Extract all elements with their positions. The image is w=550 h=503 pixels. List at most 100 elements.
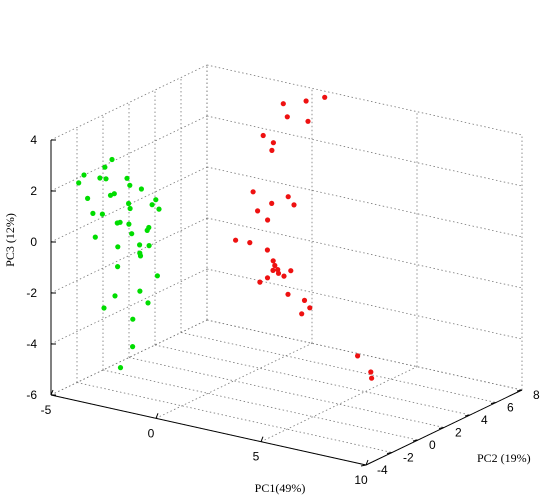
data-point-series-2 <box>305 118 311 124</box>
z-axis-label: PC3 (12%) <box>3 213 17 267</box>
x-tick-label: 5 <box>253 450 260 464</box>
data-point-series-1 <box>81 172 87 178</box>
grid-line <box>206 319 523 391</box>
grid-line <box>206 64 523 136</box>
x-tick-label: 0 <box>148 426 155 440</box>
grid-line <box>206 268 523 340</box>
data-point-series-2 <box>269 147 275 153</box>
data-point-series-2 <box>280 101 286 107</box>
y-tick-mark <box>360 464 367 467</box>
data-point-series-2 <box>270 267 276 273</box>
y-axis-label: PC2 (19%) <box>477 451 531 465</box>
data-point-series-2 <box>299 311 305 317</box>
x-axis-line <box>50 394 367 466</box>
z-tick-label: 4 <box>30 133 37 147</box>
data-point-series-1 <box>101 305 107 311</box>
data-point-series-2 <box>288 268 294 274</box>
tick-labels: -5 0 5 10 -4 -2 0 2 4 6 8 -6 -4 -2 0 2 4 <box>26 133 540 487</box>
data-point-series-1 <box>154 273 160 279</box>
data-point-series-2 <box>285 194 291 200</box>
data-point-series-1 <box>153 197 159 203</box>
data-point-series-1 <box>146 243 152 249</box>
data-point-series-1 <box>126 221 132 227</box>
data-point-series-1 <box>103 176 109 182</box>
data-point-series-1 <box>146 224 152 231</box>
data-point-series-1 <box>149 202 155 208</box>
data-point-series-1 <box>130 344 136 350</box>
data-point-series-1 <box>137 242 143 248</box>
y-tick-label: 2 <box>455 426 462 440</box>
data-point-series-1 <box>129 231 135 237</box>
data-point-series-1 <box>102 164 108 170</box>
data-point-series-1 <box>137 253 144 259</box>
plot-axes <box>50 139 523 467</box>
data-point-series-1 <box>85 195 91 201</box>
y-tick-mark <box>464 414 471 417</box>
data-point-series-1 <box>127 205 133 212</box>
z-tick-label: -2 <box>26 286 37 300</box>
data-point-series-1 <box>127 182 133 188</box>
y-tick-label: -2 <box>403 451 414 465</box>
data-point-series-2 <box>272 262 278 269</box>
y-tick-label: 8 <box>533 388 540 402</box>
y-tick-label: 0 <box>429 438 436 452</box>
data-point-series-1 <box>90 210 96 216</box>
data-point-series-1 <box>76 180 82 186</box>
grid-line <box>50 115 208 192</box>
y-tick-mark <box>438 427 445 429</box>
y-tick-label: 6 <box>507 401 514 415</box>
grid-line <box>155 342 313 419</box>
data-point-series-2 <box>269 200 275 206</box>
data-point-series-1 <box>114 220 120 226</box>
data-point-series-2 <box>275 270 282 276</box>
y-tick-mark <box>386 452 393 454</box>
grid-line <box>102 369 419 441</box>
data-point-series-1 <box>124 175 130 181</box>
data-point-series-1 <box>117 365 124 371</box>
data-point-series-1 <box>109 156 115 163</box>
data-point-series-1 <box>97 175 103 181</box>
y-tick-label: -4 <box>377 463 388 477</box>
data-point-series-2 <box>233 237 239 243</box>
data-point-series-2 <box>285 291 291 297</box>
data-point-series-2 <box>369 375 375 381</box>
data-point-series-2 <box>255 208 261 214</box>
data-points <box>76 94 375 381</box>
data-point-series-2 <box>257 279 263 285</box>
data-point-series-2 <box>270 140 276 146</box>
grid-line <box>206 217 523 289</box>
grid-line <box>206 115 523 187</box>
grid-line <box>50 268 208 345</box>
data-point-series-2 <box>307 305 313 311</box>
grid-line <box>50 64 208 141</box>
grid-line <box>76 382 393 453</box>
data-point-series-1 <box>99 211 105 217</box>
data-point-series-2 <box>281 273 287 279</box>
grid-line <box>50 166 208 243</box>
x-tick-label: -5 <box>41 403 52 417</box>
data-point-series-2 <box>291 202 297 208</box>
grid-line <box>154 344 471 416</box>
y-tick-mark <box>516 389 523 392</box>
data-point-series-1 <box>92 234 98 240</box>
grid-line <box>206 166 523 238</box>
x-tick-mark <box>365 459 369 466</box>
data-point-series-1 <box>115 264 121 270</box>
data-point-series-2 <box>264 275 271 281</box>
data-point-series-2 <box>368 369 374 375</box>
data-point-series-2 <box>265 217 271 223</box>
x-tick-mark <box>260 436 264 442</box>
plot-grid <box>50 64 523 466</box>
data-point-series-1 <box>107 192 114 198</box>
z-tick-label: -4 <box>26 337 37 351</box>
z-tick-label: -6 <box>26 388 37 402</box>
z-tick-label: 0 <box>30 235 37 249</box>
grid-line <box>128 357 445 428</box>
data-point-series-2 <box>270 258 276 264</box>
data-point-series-2 <box>355 353 361 359</box>
x-axis-label: PC1(49%) <box>255 481 306 495</box>
grid-line <box>260 366 418 443</box>
data-point-series-2 <box>247 240 253 246</box>
data-point-series-1 <box>137 288 143 294</box>
